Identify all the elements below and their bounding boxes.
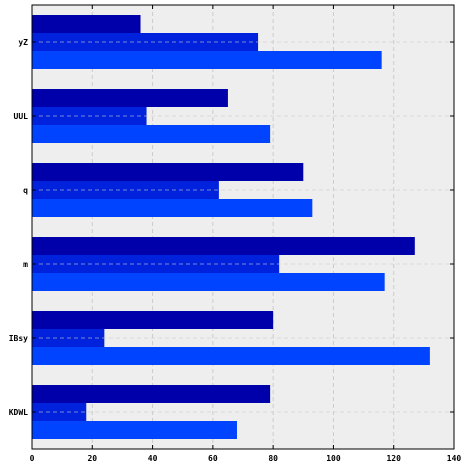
bar-IBsy-series-3 [32,347,430,365]
bar-m-series-2 [32,255,280,273]
bar-m-series-3 [32,273,385,291]
bar-UUL-series-1 [32,89,228,107]
y-tick-label: m [23,260,28,269]
bar-q-series-3 [32,199,313,217]
x-tick-label: 80 [268,454,278,463]
x-tick-label: 120 [386,454,401,463]
y-axis-ticks: yZ UUL q m IBsy KDWL [9,38,454,417]
y-tick-label: IBsy [9,334,28,343]
x-tick-label: 0 [30,454,35,463]
bars [32,15,454,439]
bar-q-series-1 [32,163,304,181]
x-tick-label: 60 [208,454,218,463]
bar-m-series-1 [32,237,415,255]
x-tick-label: 40 [148,454,158,463]
y-tick-label: yZ [18,38,28,47]
x-tick-label: 20 [87,454,97,463]
bar-KDWL-series-3 [32,421,237,439]
x-tick-label: 100 [326,454,341,463]
bar-KDWL-series-2 [32,403,87,421]
bar-IBsy-series-1 [32,311,274,329]
plot-area [32,5,454,449]
bar-yZ-series-3 [32,51,382,69]
x-axis-ticks: 0 20 40 60 80 100 120 140 [30,5,462,463]
y-tick-label: UUL [14,112,29,121]
bar-yZ-series-1 [32,15,141,33]
bar-UUL-series-3 [32,125,271,143]
plot-frame [31,4,455,450]
x-tick-label: 140 [447,454,462,463]
y-tick-label: KDWL [9,408,28,417]
y-tick-label: q [23,186,28,195]
bar-KDWL-series-1 [32,385,271,403]
